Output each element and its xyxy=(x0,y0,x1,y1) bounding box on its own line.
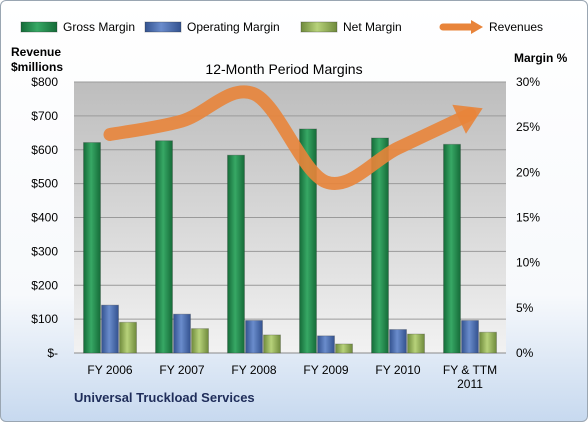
revenue-line-path xyxy=(103,85,477,190)
legend-swatch-gross-margin xyxy=(20,21,58,33)
category-label: FY 2008 xyxy=(231,363,276,377)
category-label: FY 2006 xyxy=(87,363,132,377)
left-tick-label: $800 xyxy=(31,75,58,89)
bar-operating-margin xyxy=(317,335,335,354)
legend-arrowhead xyxy=(471,20,483,34)
right-tick-label: 15% xyxy=(516,211,540,225)
right-tick-label: 30% xyxy=(516,75,540,89)
left-tick-label: $100 xyxy=(31,312,58,326)
right-tick-label: 10% xyxy=(516,256,540,270)
legend-swatch-operating-margin xyxy=(144,21,182,33)
left-axis-title-line1: Revenue xyxy=(11,45,61,59)
bar-operating-margin xyxy=(461,319,479,354)
bars xyxy=(83,128,497,354)
bar-gross-margin xyxy=(155,140,173,354)
category-label: FY 2007 xyxy=(159,363,204,377)
category-label: FY 2009 xyxy=(303,363,348,377)
bar-operating-margin xyxy=(101,304,119,354)
revenue-line xyxy=(103,85,483,190)
bar-gross-margin xyxy=(371,137,389,354)
legend-label: Operating Margin xyxy=(187,20,280,34)
legend-label: Net Margin xyxy=(343,20,402,34)
chart-title: 12-Month Period Margins xyxy=(205,61,362,77)
revenue-arrowhead xyxy=(452,104,483,134)
bar-gross-margin xyxy=(227,154,245,354)
left-tick-label: $200 xyxy=(31,278,58,292)
right-tick-label: 20% xyxy=(516,165,540,179)
legend: Gross Margin Operating Margin Net Margin Re… xyxy=(20,20,543,34)
bar-net-margin xyxy=(191,328,209,354)
bar-net-margin xyxy=(479,331,497,354)
right-tick-label: 5% xyxy=(516,301,534,315)
right-tick-label: 0% xyxy=(516,346,534,360)
bar-gross-margin xyxy=(83,142,101,354)
bar-operating-margin xyxy=(389,329,407,354)
left-tick-label: $500 xyxy=(31,177,58,191)
bar-net-margin xyxy=(119,321,137,354)
right-axis-title: Margin % xyxy=(514,51,568,65)
left-tick-label: $600 xyxy=(31,143,58,157)
bar-net-margin xyxy=(335,343,353,354)
left-tick-label: $400 xyxy=(31,211,58,225)
bar-gross-margin xyxy=(443,143,461,354)
category-label: FY & TTM xyxy=(443,363,497,377)
category-label: 2011 xyxy=(457,377,483,391)
left-tick-label: $- xyxy=(47,346,58,360)
bar-operating-margin xyxy=(173,313,191,354)
bar-operating-margin xyxy=(245,319,263,354)
legend-swatch-net-margin xyxy=(300,21,338,33)
gridlines xyxy=(74,81,506,354)
left-tick-label: $300 xyxy=(31,244,58,258)
bar-net-margin xyxy=(407,333,425,354)
bar-net-margin xyxy=(263,334,281,354)
left-tick-label: $700 xyxy=(31,109,58,123)
right-tick-label: 25% xyxy=(516,120,540,134)
legend-label: Gross Margin xyxy=(63,20,135,34)
left-axis-title-line2: $millions xyxy=(11,60,63,74)
footer-company: Universal Truckload Services xyxy=(74,390,255,405)
legend-label: Revenues xyxy=(489,20,543,34)
axes: $- $100 $200 $300 $400 $500 $600 $700 $800 0% 5% 10… xyxy=(31,75,540,391)
category-label: FY 2010 xyxy=(375,363,420,377)
bar-gross-margin xyxy=(299,128,317,354)
